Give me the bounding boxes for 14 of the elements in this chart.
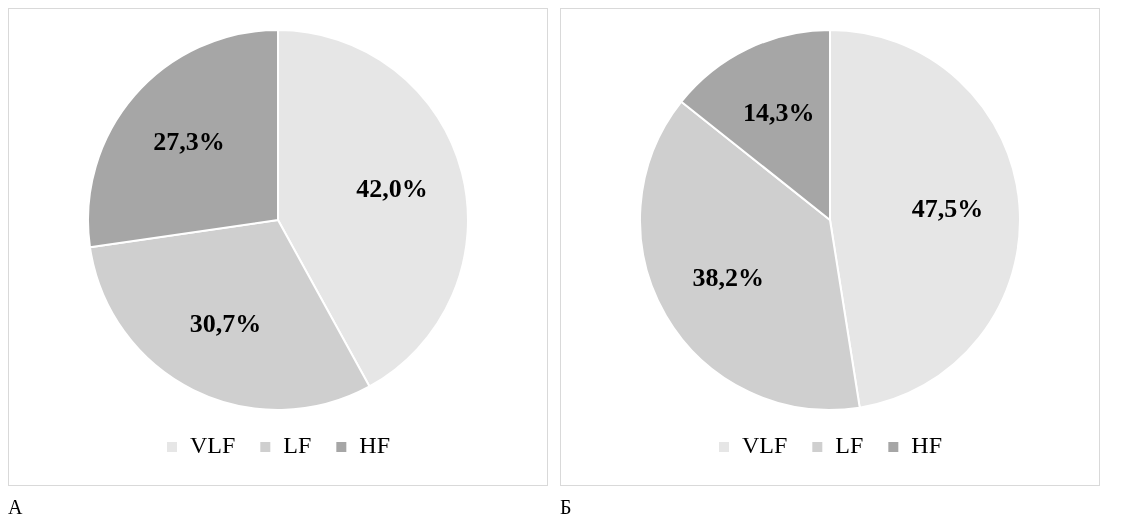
data-label: 47,5% (911, 194, 984, 224)
legend-label: LF (835, 432, 864, 459)
legend-label: VLF (189, 432, 236, 459)
data-label: 38,2% (692, 263, 764, 293)
legend-label: LF (283, 432, 312, 459)
legend-label: VLF (741, 432, 788, 459)
text: Б (560, 496, 573, 516)
data-label: 30,7% (189, 309, 262, 339)
data-label: 42,0% (356, 174, 428, 204)
text: А (8, 496, 24, 516)
data-label: 14,3% (743, 97, 815, 127)
data-label: 27,3% (153, 126, 225, 156)
legend-label: HF (911, 432, 943, 459)
legend-label: HF (359, 432, 391, 459)
